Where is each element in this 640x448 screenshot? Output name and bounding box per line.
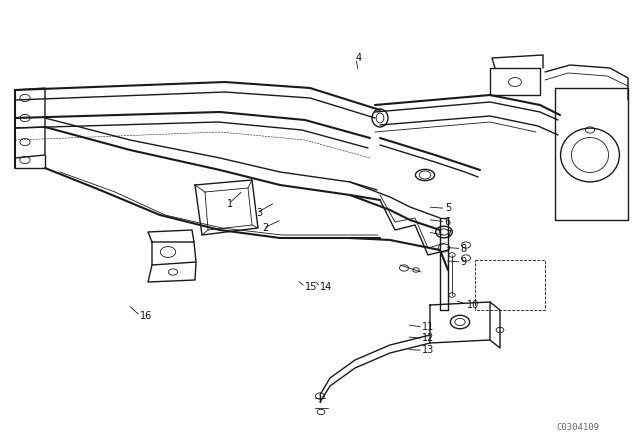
Text: 2: 2 [262, 224, 269, 233]
Text: 9: 9 [461, 257, 467, 267]
Text: 6: 6 [445, 217, 451, 227]
Text: 14: 14 [320, 282, 332, 292]
Text: 16: 16 [140, 311, 152, 321]
Text: 3: 3 [256, 208, 262, 218]
Text: 7: 7 [445, 230, 451, 240]
Text: 10: 10 [467, 300, 479, 310]
Text: 11: 11 [422, 322, 435, 332]
Text: 5: 5 [445, 203, 451, 213]
Text: 1: 1 [227, 199, 234, 209]
Text: 4: 4 [355, 53, 362, 63]
Text: 12: 12 [422, 333, 435, 343]
Text: 13: 13 [422, 345, 435, 355]
Text: 15: 15 [305, 282, 317, 292]
Text: C0304109: C0304109 [557, 423, 600, 432]
Text: 8: 8 [461, 244, 467, 254]
